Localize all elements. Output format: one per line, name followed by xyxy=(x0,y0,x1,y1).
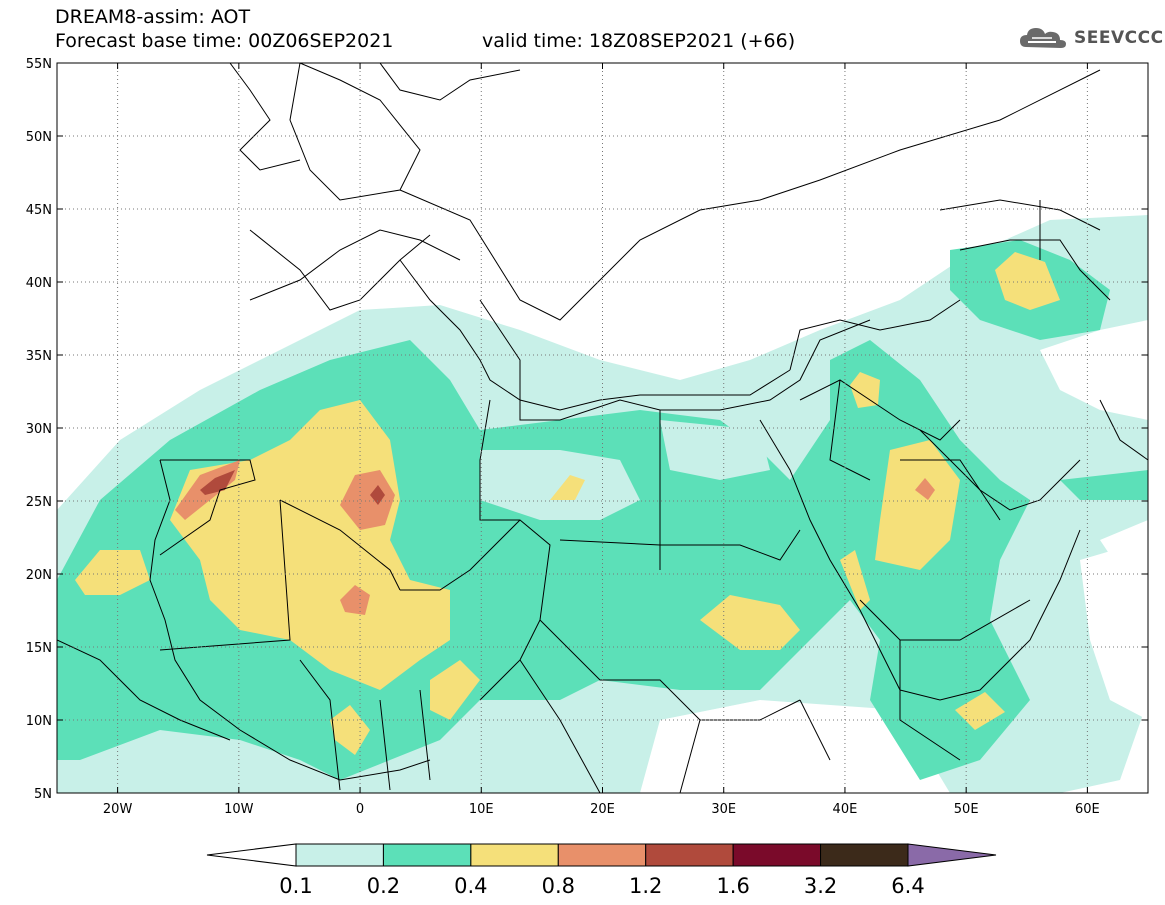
colorbar-label: 0.2 xyxy=(367,874,400,898)
lat-label: 5N xyxy=(34,787,52,802)
colorbar-segment xyxy=(732,843,822,867)
colorbar-segment xyxy=(295,843,384,867)
latitude-labels: 55N 50N 45N 40N 35N 30N 25N 20N 15N 10N 5N xyxy=(26,57,52,802)
lat-label: 45N xyxy=(26,203,52,218)
lon-label: 50E xyxy=(954,802,979,817)
colorbar-label: 6.4 xyxy=(891,874,924,898)
colorbar-segment xyxy=(470,843,559,867)
colorbar-segment xyxy=(382,843,472,867)
lat-label: 35N xyxy=(26,349,52,364)
axis-ticks xyxy=(57,62,1148,794)
lat-label: 30N xyxy=(26,422,52,437)
map-title: DREAM8-assim: AOT xyxy=(55,6,251,28)
lat-label: 10N xyxy=(26,714,52,729)
lat-label: 55N xyxy=(26,57,52,72)
colorbar-label: 1.2 xyxy=(629,874,662,898)
colorbar-labels: 0.1 0.2 0.4 0.8 1.2 1.6 3.2 6.4 xyxy=(279,874,924,898)
valid-time-label: valid time: 18Z08SEP2021 (+66) xyxy=(482,30,796,52)
logo-text: SEEVCCC xyxy=(1074,28,1164,48)
lat-label: 15N xyxy=(26,641,52,656)
colorbar-label: 0.8 xyxy=(542,874,575,898)
colorbar-label: 1.6 xyxy=(716,874,749,898)
colorbar-segment xyxy=(645,843,734,867)
seevccc-logo: SEEVCCC xyxy=(1018,22,1164,54)
base-time-label: Forecast base time: 00Z06SEP2021 xyxy=(55,30,394,52)
colorbar-segment xyxy=(820,843,909,867)
aot-contours xyxy=(57,215,1148,793)
lat-label: 25N xyxy=(26,495,52,510)
lon-label: 10W xyxy=(224,802,254,817)
lon-label: 40E xyxy=(833,802,858,817)
colorbar xyxy=(206,843,997,867)
colorbar-segment xyxy=(557,843,647,867)
lon-label: 10E xyxy=(469,802,494,817)
colorbar-label: 0.1 xyxy=(279,874,312,898)
lon-label: 30E xyxy=(711,802,736,817)
colorbar-under-triangle xyxy=(206,843,297,867)
lon-label: 60E xyxy=(1075,802,1100,817)
cloud-icon xyxy=(1020,28,1066,48)
lon-label: 20E xyxy=(590,802,615,817)
lat-label: 20N xyxy=(26,568,52,583)
lon-label: 0 xyxy=(356,802,364,817)
colorbar-label: 0.4 xyxy=(454,874,487,898)
colorbar-over-triangle xyxy=(907,843,997,867)
lat-lon-grid xyxy=(57,63,1148,793)
longitude-labels: 20W 10W 0 10E 20E 30E 40E 50E 60E xyxy=(103,802,1100,817)
lat-label: 40N xyxy=(26,276,52,291)
country-boundaries xyxy=(57,63,1148,793)
colorbar-label: 3.2 xyxy=(804,874,837,898)
lon-label: 20W xyxy=(103,802,133,817)
lat-label: 50N xyxy=(26,130,52,145)
